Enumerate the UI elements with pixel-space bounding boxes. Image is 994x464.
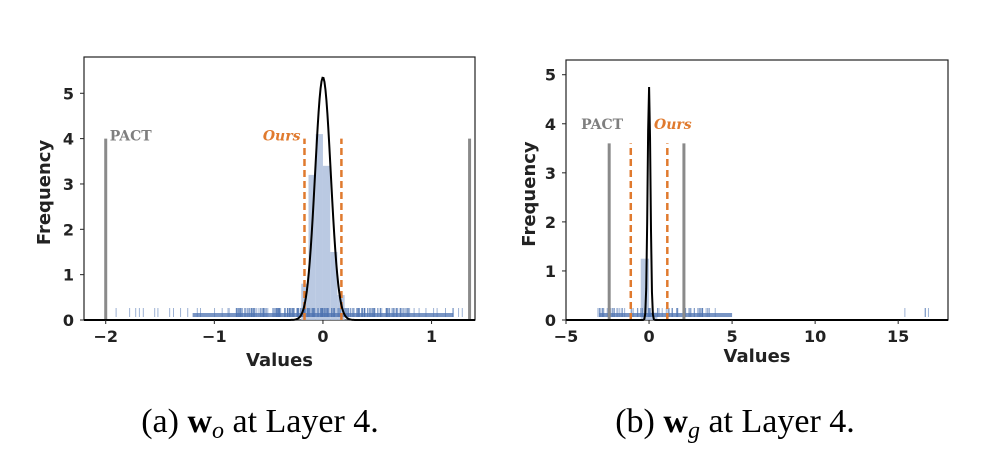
y-tick-label: 5 [63, 84, 74, 103]
caption-subscript: g [688, 418, 700, 444]
y-tick-label: 3 [63, 175, 74, 194]
caption-prefix: (a) [141, 403, 187, 440]
x-axis-label: Values [724, 346, 791, 367]
figure-caption: (a) wo at Layer 4. [141, 403, 379, 444]
x-tick-label: 0 [317, 327, 328, 346]
chart-panel-b: PACT Ours−5 0 5 10 15012345ValuesFrequency(b)… [519, 59, 949, 444]
caption-subscript: o [212, 418, 224, 444]
caption-suffix: at Layer 4. [700, 403, 855, 440]
hist-bar [330, 251, 338, 320]
chart-panel-a: PACT Ours −2 −1 0 1 0 1 2 3 4 5 Values Frequency (a) w… [34, 56, 476, 444]
x-tick-label: 10 [804, 327, 826, 346]
y-tick-label: 2 [545, 213, 556, 232]
x-tick-label: −5 [554, 327, 579, 346]
caption-variable: w [187, 403, 212, 440]
density-curve [84, 76, 475, 321]
y-tick-label: 0 [63, 311, 74, 330]
y-tick-label: 1 [545, 262, 556, 281]
x-axis-label: Values [246, 350, 313, 371]
hist-bar [640, 258, 650, 320]
x-tick-label: 1 [426, 327, 437, 346]
rug-plot [597, 308, 929, 317]
caption-variable: w [663, 403, 688, 440]
hist-bar [308, 174, 316, 320]
hist-bar [322, 165, 331, 320]
x-tick-label: 0 [643, 327, 654, 346]
ours-label: Ours [263, 129, 301, 145]
pact-label: PACT [581, 117, 624, 133]
plot-frame [83, 56, 476, 321]
hist-bar [315, 134, 323, 320]
y-tick-label: 3 [545, 164, 556, 183]
x-tick-label: 5 [727, 327, 738, 346]
rug-plot [105, 308, 463, 317]
rug-dense-band [599, 313, 733, 317]
caption-prefix: (b) [615, 403, 663, 440]
y-tick-label: 2 [63, 220, 74, 239]
y-tick-label: 0 [545, 311, 556, 330]
plot-frame [565, 59, 949, 321]
x-tick-label: −1 [202, 327, 227, 346]
x-tick-label: 15 [887, 327, 909, 346]
x-tick-label: −2 [93, 327, 118, 346]
density-curve [566, 87, 948, 321]
y-tick-label: 4 [545, 115, 556, 134]
pact-label: PACT [110, 129, 153, 145]
caption-suffix: at Layer 4. [224, 403, 379, 440]
y-tick-label: 1 [63, 266, 74, 285]
y-axis-label: Frequency [34, 140, 55, 246]
rug-dense-band [192, 313, 454, 317]
y-tick-label: 4 [63, 130, 74, 149]
y-tick-label: 5 [545, 66, 556, 85]
y-axis-label: Frequency [519, 141, 540, 247]
ours-label: Ours [654, 117, 692, 133]
figure-caption: (b) wg at Layer 4. [615, 403, 855, 444]
